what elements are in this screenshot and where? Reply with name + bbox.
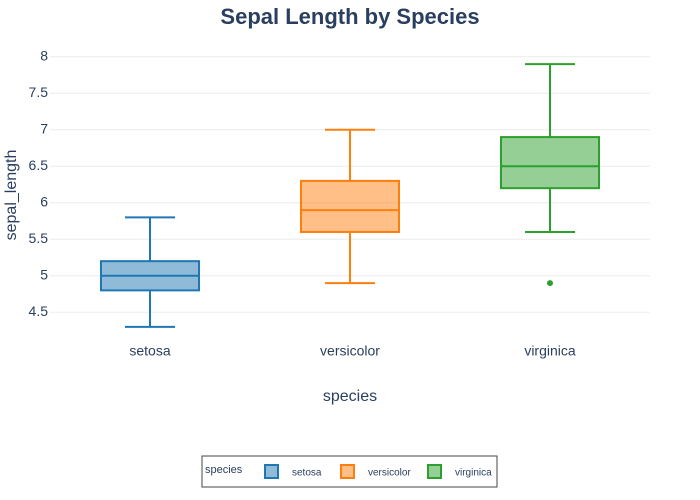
- y-tick-label: 5.5: [29, 230, 49, 246]
- y-tick-label: 4.5: [29, 303, 49, 319]
- legend-label: versicolor: [368, 468, 411, 479]
- box-group: [100, 216, 200, 328]
- y-tick-label: 7: [40, 120, 48, 136]
- outlier: [547, 280, 553, 287]
- legend-swatch: [264, 464, 279, 479]
- legend-label: setosa: [292, 468, 322, 479]
- legend-swatch: [340, 464, 355, 479]
- y-tick-label: 7.5: [29, 84, 49, 100]
- x-tick-label: virginica: [524, 343, 576, 359]
- x-tick-label: versicolor: [320, 343, 380, 359]
- y-tick-label: 5: [40, 266, 48, 282]
- box: [300, 179, 400, 233]
- y-axis-label: sepal_length: [3, 150, 20, 241]
- chart-title: Sepal Length by Species: [220, 4, 479, 29]
- box-group: [300, 128, 400, 285]
- y-tick-label: 6.5: [29, 157, 49, 173]
- x-tick-label: setosa: [129, 343, 170, 359]
- box-group: [500, 63, 600, 287]
- legend-swatch: [427, 464, 442, 479]
- legend-title: species: [205, 464, 243, 476]
- box: [500, 136, 600, 190]
- x-axis-label: species: [323, 388, 377, 405]
- y-tick-label: 6: [40, 193, 48, 209]
- y-tick-label: 8: [40, 47, 48, 63]
- legend-label: virginica: [455, 468, 492, 479]
